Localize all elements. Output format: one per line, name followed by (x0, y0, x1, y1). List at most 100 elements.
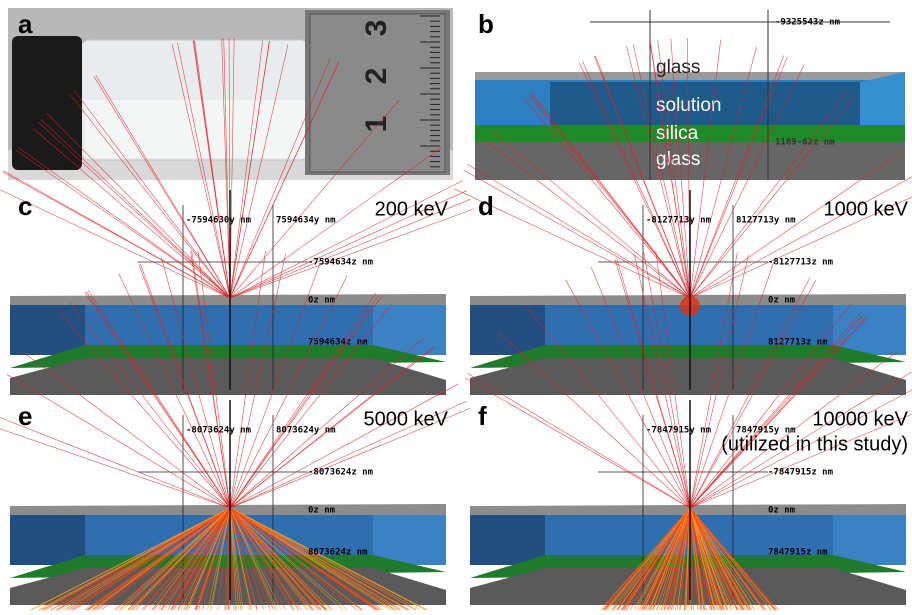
track (87, 289, 231, 509)
track (689, 55, 785, 299)
track (73, 89, 231, 299)
shower (229, 507, 344, 611)
annotation: -7594634z nm (308, 258, 374, 268)
shower (115, 507, 231, 611)
annotation: -7847915y nm (646, 426, 712, 436)
shower (656, 507, 691, 611)
glass-bottom (10, 358, 446, 395)
shower (229, 507, 300, 611)
track (229, 40, 264, 299)
shower (87, 507, 231, 611)
track (32, 128, 231, 299)
annotation: 0z nm (768, 296, 796, 306)
track (689, 46, 757, 299)
track (15, 150, 231, 299)
shower (229, 507, 244, 611)
solution-side (373, 305, 446, 355)
shower (207, 507, 231, 611)
annotation: -8127713z nm (768, 258, 834, 268)
annotation: -9325543z nm (775, 18, 841, 28)
shower (131, 507, 231, 611)
track (93, 76, 231, 299)
layer-label: glass (656, 149, 700, 170)
track (223, 38, 231, 299)
annotation: 7594634z nm (308, 338, 368, 348)
track (229, 296, 382, 509)
simulation-panel: -8073624y nm 8073624y nm -8073624z nm 0z nm… (0, 249, 471, 611)
track (229, 198, 471, 299)
energy: 10000 keV (812, 408, 908, 430)
panel-label: b (478, 9, 494, 39)
panel-label: e (18, 401, 32, 431)
track (655, 250, 691, 509)
shower (689, 507, 743, 611)
track (689, 90, 848, 299)
track (69, 302, 231, 509)
track (6, 374, 231, 509)
track (466, 163, 691, 299)
shower (92, 507, 231, 611)
shower (161, 507, 231, 611)
solution-side (373, 515, 446, 565)
shower (229, 507, 422, 611)
track (229, 294, 380, 509)
shower (622, 507, 691, 611)
shower (180, 507, 231, 611)
shower (229, 507, 417, 611)
shower (229, 507, 237, 611)
track (582, 61, 691, 299)
track (490, 130, 691, 299)
glass-top (10, 294, 446, 305)
track (657, 39, 691, 299)
shower (689, 507, 766, 611)
track (85, 291, 231, 509)
shower (229, 507, 286, 611)
track (229, 407, 471, 509)
sample-cell (475, 10, 905, 180)
shower (163, 507, 231, 611)
track (626, 45, 691, 299)
track (139, 263, 231, 509)
track (46, 113, 231, 299)
track (616, 258, 691, 509)
track (0, 189, 231, 299)
track (171, 44, 231, 299)
track (591, 267, 691, 509)
track (689, 96, 855, 299)
track (689, 149, 904, 299)
energy: 5000 keV (363, 408, 448, 430)
note: (utilized in this study) (721, 433, 908, 455)
shower (41, 507, 231, 611)
shower (50, 507, 231, 611)
shower (229, 507, 302, 611)
track (229, 304, 392, 509)
shower (229, 507, 322, 611)
shower (677, 507, 691, 611)
panel-label: d (478, 191, 494, 221)
simulation-panel: -7594630y nm 7594634y nm -7594634z nm 0z nm… (0, 38, 475, 395)
track (689, 280, 817, 509)
track (689, 316, 867, 509)
shower (689, 507, 716, 611)
shower (229, 507, 308, 611)
shower (202, 507, 231, 611)
shower (663, 507, 691, 611)
shower (173, 507, 231, 611)
shower (632, 507, 691, 611)
shower (689, 507, 725, 611)
track (229, 57, 331, 299)
energy: 200 keV (375, 198, 449, 220)
annotation: -8127713y nm (646, 216, 712, 226)
shower (194, 507, 231, 611)
track (689, 303, 852, 509)
shower (689, 507, 705, 611)
annotation: 1189-62z nm (775, 138, 835, 148)
track (229, 253, 286, 509)
track (483, 139, 691, 299)
track (229, 44, 289, 299)
shower (679, 507, 691, 611)
track (229, 61, 340, 299)
shower (229, 507, 278, 611)
track (689, 176, 912, 299)
glass-bottom (470, 568, 906, 605)
